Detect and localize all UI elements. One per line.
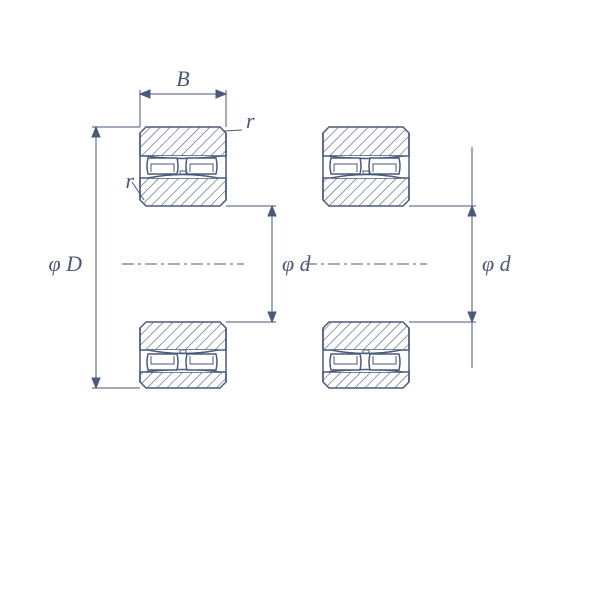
dim-D: φ D — [48, 251, 82, 276]
dim-B: B — [176, 66, 189, 91]
dim-d2: φ d — [482, 251, 512, 276]
dim-d1: φ d — [282, 251, 312, 276]
dim-r2: r — [125, 168, 134, 193]
dim-r1: r — [246, 108, 255, 133]
